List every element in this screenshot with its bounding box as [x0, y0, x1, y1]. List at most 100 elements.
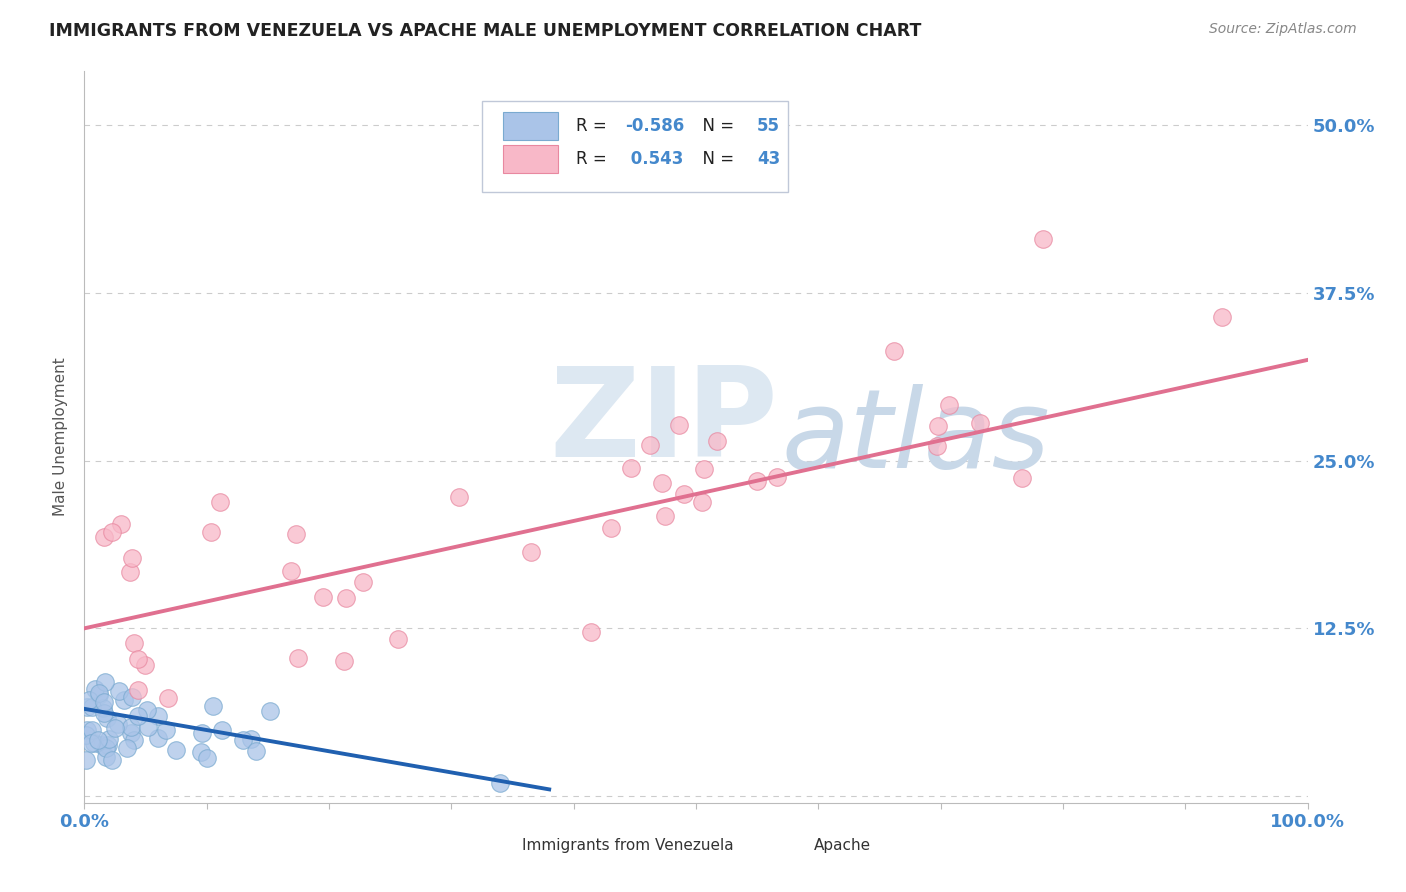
Point — [91, 739, 114, 753]
Point — [155, 723, 177, 737]
Point — [579, 625, 602, 640]
FancyBboxPatch shape — [758, 834, 804, 856]
Point — [1032, 232, 1054, 246]
Point — [335, 591, 357, 606]
Point — [387, 632, 409, 647]
Point — [927, 419, 949, 434]
Point — [280, 564, 302, 578]
Point — [766, 470, 789, 484]
Point — [449, 490, 471, 504]
Point — [1011, 471, 1033, 485]
Point — [312, 591, 335, 605]
Point — [87, 688, 110, 702]
Point — [110, 516, 132, 531]
Point — [93, 706, 115, 720]
Text: R =: R = — [576, 150, 612, 168]
Point — [80, 736, 103, 750]
Point — [706, 434, 728, 448]
Text: atlas: atlas — [782, 384, 1050, 491]
Point — [127, 708, 149, 723]
Text: Source: ZipAtlas.com: Source: ZipAtlas.com — [1209, 22, 1357, 37]
Text: 55: 55 — [758, 117, 780, 136]
Y-axis label: Male Unemployment: Male Unemployment — [53, 358, 69, 516]
Point — [1211, 310, 1233, 324]
Point — [259, 704, 281, 718]
Text: N =: N = — [692, 117, 740, 136]
Point — [96, 711, 118, 725]
Text: IMMIGRANTS FROM VENEZUELA VS APACHE MALE UNEMPLOYMENT CORRELATION CHART: IMMIGRANTS FROM VENEZUELA VS APACHE MALE… — [49, 22, 921, 40]
Point — [122, 636, 145, 650]
Point — [94, 741, 117, 756]
Point — [104, 721, 127, 735]
FancyBboxPatch shape — [482, 101, 787, 192]
Point — [620, 460, 643, 475]
Point — [93, 530, 115, 544]
Point — [87, 733, 110, 747]
Point — [638, 438, 661, 452]
Point — [120, 720, 142, 734]
Point — [75, 753, 97, 767]
Point — [97, 732, 120, 747]
Point — [693, 462, 716, 476]
Point — [127, 652, 149, 666]
Point — [100, 525, 122, 540]
Point — [94, 749, 117, 764]
Point — [101, 753, 124, 767]
Point — [75, 728, 97, 742]
Point — [76, 723, 98, 738]
Point — [115, 740, 138, 755]
Point — [136, 720, 159, 734]
Point — [969, 416, 991, 430]
Point — [87, 686, 110, 700]
Point — [287, 651, 309, 665]
Point — [690, 495, 713, 509]
Point — [120, 565, 142, 579]
Point — [200, 524, 222, 539]
Text: Immigrants from Venezuela: Immigrants from Venezuela — [522, 838, 734, 853]
Point — [883, 343, 905, 358]
Point — [654, 508, 676, 523]
Point — [673, 486, 696, 500]
Point — [146, 708, 169, 723]
FancyBboxPatch shape — [451, 834, 513, 856]
Point — [927, 439, 949, 453]
Point — [201, 698, 224, 713]
FancyBboxPatch shape — [503, 145, 558, 173]
Point — [195, 751, 218, 765]
Point — [80, 723, 103, 738]
Text: R =: R = — [576, 117, 612, 136]
Point — [520, 545, 543, 559]
Point — [76, 699, 98, 714]
Point — [122, 732, 145, 747]
Point — [239, 731, 262, 746]
Text: N =: N = — [692, 150, 740, 168]
Point — [668, 418, 690, 433]
Point — [211, 723, 233, 737]
Text: Apache: Apache — [814, 838, 870, 853]
Point — [121, 551, 143, 566]
Point — [489, 775, 512, 789]
Point — [83, 682, 105, 697]
Point — [82, 699, 104, 714]
Point — [120, 726, 142, 740]
Point — [245, 744, 267, 758]
Point — [232, 732, 254, 747]
Point — [745, 475, 768, 489]
Point — [112, 693, 135, 707]
Point — [107, 716, 129, 731]
Point — [165, 743, 187, 757]
FancyBboxPatch shape — [503, 112, 558, 140]
Point — [77, 693, 100, 707]
Point — [127, 683, 149, 698]
Point — [333, 654, 356, 668]
Point — [108, 684, 131, 698]
Text: -0.586: -0.586 — [626, 117, 685, 136]
Point — [600, 521, 623, 535]
Point — [156, 690, 179, 705]
Point — [209, 495, 232, 509]
Point — [190, 726, 212, 740]
Point — [938, 398, 960, 412]
Point — [94, 675, 117, 690]
Point — [136, 703, 159, 717]
Point — [83, 736, 105, 750]
